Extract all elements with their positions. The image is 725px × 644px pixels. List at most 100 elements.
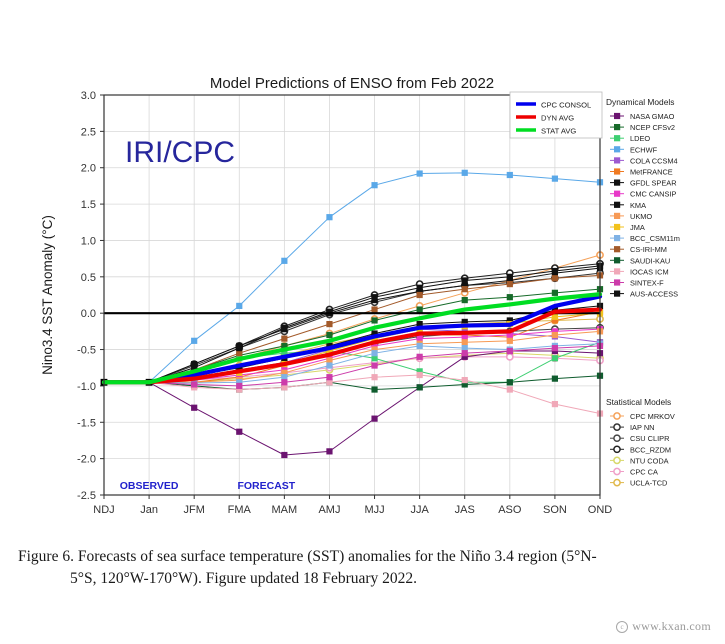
data-point — [191, 404, 198, 411]
caption-line-1: Figure 6. Forecasts of sea surface tempe… — [18, 548, 597, 565]
data-point — [416, 353, 423, 360]
legend-marker — [614, 223, 621, 231]
y-axis-tick-label: 0.5 — [81, 272, 96, 284]
data-point — [371, 415, 378, 422]
dynamical-models-header: Dynamical Models — [606, 97, 674, 107]
caption-line-2: 5°S, 120°W-170°W). Figure updated 18 Feb… — [70, 570, 418, 587]
figure-caption: Figure 6. Forecasts of sea surface tempe… — [18, 546, 708, 590]
data-point — [551, 375, 559, 382]
copyright-icon: c — [616, 620, 629, 633]
data-point — [506, 277, 513, 284]
data-point — [371, 317, 378, 324]
data-point — [506, 337, 513, 344]
data-point — [461, 339, 468, 346]
y-axis-tick-label: 3.0 — [81, 90, 96, 102]
data-point — [506, 386, 513, 393]
legend-label: UCLA-TCD — [630, 479, 667, 488]
data-point — [371, 346, 378, 353]
legend-label: ECHWF — [630, 145, 658, 154]
legend-marker — [614, 135, 621, 142]
data-point — [461, 381, 468, 388]
series-line — [103, 330, 601, 383]
data-point — [461, 169, 468, 176]
data-point — [326, 379, 333, 386]
x-axis-tick-label: ASO — [498, 504, 522, 516]
data-point — [236, 379, 243, 386]
data-point — [416, 384, 423, 391]
watermark-text: www.kxan.com — [632, 619, 711, 633]
data-point — [371, 350, 378, 357]
data-point — [506, 171, 513, 179]
y-axis-tick-label: -2.0 — [77, 454, 96, 466]
x-axis-tick-label: JAS — [455, 504, 475, 516]
data-point — [371, 386, 378, 393]
series-cpc-consol — [101, 294, 603, 385]
series-line — [103, 374, 601, 415]
data-point — [326, 362, 333, 369]
x-axis-tick-label: OND — [588, 504, 613, 516]
data-point — [236, 344, 243, 352]
data-point — [506, 273, 513, 280]
legend-label: NCEP CFSv2 — [630, 123, 675, 132]
series-line — [103, 272, 601, 383]
data-point — [461, 318, 468, 326]
legend-label: BCC_RZDM — [630, 445, 671, 454]
data-point — [551, 275, 559, 282]
plot-frame — [103, 94, 601, 496]
data-point — [371, 182, 378, 189]
legend-label: NASA GMAO — [630, 112, 675, 121]
legend-marker — [614, 268, 621, 275]
data-point — [326, 448, 333, 455]
data-point — [551, 317, 559, 324]
y-axis-tick-label: 2.0 — [81, 163, 96, 175]
y-axis-tick-label: 1.0 — [81, 235, 96, 247]
x-axis-tick-label: JJA — [410, 504, 429, 516]
data-point — [506, 317, 513, 324]
data-point — [281, 350, 288, 357]
data-point — [326, 357, 333, 364]
data-point — [551, 267, 559, 275]
legend-marker — [614, 146, 621, 153]
data-point — [506, 294, 513, 301]
x-axis-tick-label: MJJ — [364, 504, 384, 516]
data-point — [191, 364, 198, 371]
region-label: OBSERVED — [120, 480, 179, 492]
data-point — [416, 306, 423, 313]
legend-label: IOCAS ICM — [630, 267, 669, 276]
data-point — [281, 384, 288, 391]
legend-label: CPC MRKOV — [630, 412, 675, 421]
legend-marker — [614, 201, 621, 208]
site-watermark: c www.kxan.com — [616, 619, 711, 634]
enso-forecast-chart: IRI/CPC Model Predictions of ENSO from Fe… — [40, 75, 680, 516]
legend-label: KMA — [630, 201, 646, 210]
series-line — [101, 292, 603, 385]
x-axis-tick-label: NDJ — [93, 504, 114, 516]
chart-title: Model Predictions of ENSO from Feb 2022 — [210, 75, 494, 92]
series-line — [103, 343, 601, 384]
series-dyn-avg — [101, 307, 603, 385]
data-point — [371, 335, 378, 342]
legend-marker — [614, 279, 621, 286]
legend-marker — [614, 212, 621, 219]
legend-label: AUS-ACCESS — [630, 290, 678, 299]
legend-label: CPC CONSOL — [541, 100, 591, 109]
x-axis-tick-label: FMA — [228, 504, 252, 516]
data-point — [371, 330, 378, 337]
legend-marker — [614, 168, 621, 175]
data-point — [461, 350, 468, 357]
data-point — [416, 371, 423, 379]
data-point — [551, 289, 559, 296]
data-point — [326, 331, 333, 339]
data-point — [551, 328, 559, 335]
legend-label: SAUDI-KAU — [630, 256, 670, 265]
data-point — [416, 342, 423, 350]
legend-label: STAT AVG — [541, 126, 576, 135]
data-point — [236, 350, 243, 357]
data-point — [281, 335, 288, 342]
data-point — [461, 282, 468, 289]
legend-label: CSU CLIPR — [630, 434, 669, 443]
data-point — [461, 286, 468, 293]
legend-marker — [614, 190, 621, 197]
data-point — [461, 334, 468, 341]
